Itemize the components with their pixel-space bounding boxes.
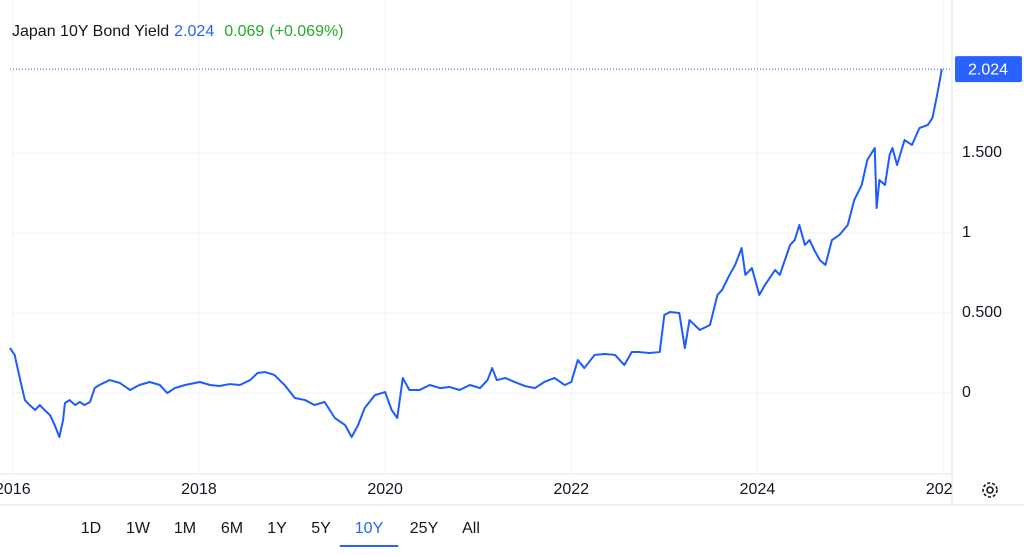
range-bar — [0, 505, 1024, 555]
y-tick-label: 0.500 — [962, 304, 1002, 321]
range-button[interactable]: 1M — [174, 520, 196, 537]
line-series — [9, 68, 943, 439]
y-tick-label: 1 — [962, 224, 971, 241]
gear-inner — [986, 486, 994, 494]
y-tick-label: 1.500 — [962, 144, 1002, 161]
range-button[interactable]: 1Y — [267, 520, 287, 537]
chart-title: Japan 10Y Bond Yield — [12, 23, 169, 40]
change: 0.069 — [224, 23, 264, 40]
x-tick-label: 2018 — [181, 481, 217, 498]
range-button[interactable]: 25Y — [410, 520, 439, 537]
y-tick-label: 0 — [962, 384, 971, 401]
range-button[interactable]: All — [462, 520, 480, 537]
x-tick-label: 2022 — [553, 481, 589, 498]
range-button[interactable]: 5Y — [311, 520, 331, 537]
x-tick-label: 2024 — [740, 481, 776, 498]
axes: 0 0.500 1 1.500 2016 2018 2020 2022 2024 2026 2.02… — [0, 56, 1022, 498]
settings-button[interactable] — [982, 482, 998, 498]
change-percent: (+0.069%) — [269, 23, 343, 40]
plot — [9, 68, 952, 439]
x-tick-label: 2026 — [926, 481, 962, 498]
x-tick-labels: 2016 2018 2020 2022 2024 2026 — [0, 481, 962, 498]
price-tag — [955, 56, 1022, 83]
price: 2.024 — [174, 23, 214, 40]
gear-outer — [982, 482, 998, 498]
price-tag-label: 2.024 — [968, 61, 1008, 78]
range-button[interactable]: 6M — [221, 520, 243, 537]
range-button[interactable]: 10Y — [355, 520, 384, 537]
x-tick-label: 2020 — [367, 481, 403, 498]
legend: Japan 10Y Bond Yield 2.024 0.069 (+0.069… — [12, 23, 344, 40]
range-selector: 1D 1W 1M 6M 1Y 5Y 10Y 25Y All — [81, 520, 480, 547]
range-button[interactable]: 1D — [81, 520, 101, 537]
x-tick-label: 2016 — [0, 481, 31, 498]
grid — [10, 0, 952, 474]
range-button[interactable]: 1W — [126, 520, 151, 537]
